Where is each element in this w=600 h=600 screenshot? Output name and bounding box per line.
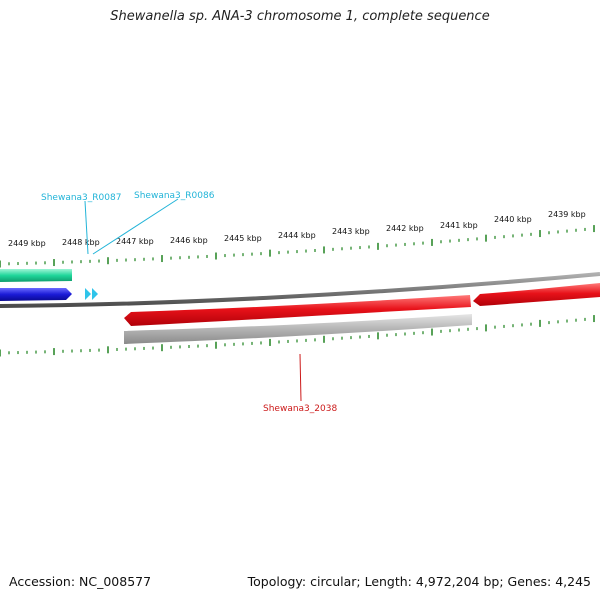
scale-label: 2442 kbp xyxy=(386,224,424,233)
scale-label: 2446 kbp xyxy=(170,236,208,245)
scale-label: 2441 kbp xyxy=(440,221,478,230)
cds-feature-red-right[interactable] xyxy=(473,283,600,306)
trna-feature-arrow-1[interactable] xyxy=(85,288,91,300)
scale-label: 2443 kbp xyxy=(332,227,370,236)
chromosome-backbone xyxy=(0,272,600,308)
leader-line-rna-1 xyxy=(84,200,89,255)
rrna-feature-teal[interactable] xyxy=(0,269,72,282)
scale-label: 2448 kbp xyxy=(62,238,100,247)
sequence-summary: Topology: circular; Length: 4,972,204 bp… xyxy=(247,574,591,589)
map-title: Shewanella sp. ANA-3 chromosome 1, compl… xyxy=(110,9,490,24)
feature-label-gene-1[interactable]: Shewana3_2038 xyxy=(263,404,337,414)
scale-label: 2447 kbp xyxy=(116,237,154,246)
leader-line-gene-1 xyxy=(299,353,302,402)
gene-feature-grey[interactable] xyxy=(124,314,472,344)
feature-label-rna-2[interactable]: Shewana3_R0086 xyxy=(134,191,215,201)
scale-label: 2445 kbp xyxy=(224,234,262,243)
scale-label: 2440 kbp xyxy=(494,215,532,224)
scale-ticks-outer xyxy=(0,225,595,268)
feature-label-rna-1[interactable]: Shewana3_R0087 xyxy=(41,193,121,203)
scale-label: 2449 kbp xyxy=(8,239,46,248)
scale-ticks-inner xyxy=(0,315,595,357)
scale-label: 2444 kbp xyxy=(278,231,316,240)
accession-text: Accession: NC_008577 xyxy=(9,574,152,589)
scale-label: 2439 kbp xyxy=(548,210,586,219)
cds-feature-red-long[interactable] xyxy=(124,295,471,326)
scale-labels: 2449 kbp 2448 kbp 2447 kbp 2446 kbp 2445… xyxy=(8,210,586,248)
leader-line-rna-2 xyxy=(92,198,179,255)
trna-feature-arrow-2[interactable] xyxy=(92,288,98,300)
cds-feature-blue[interactable] xyxy=(0,288,72,301)
